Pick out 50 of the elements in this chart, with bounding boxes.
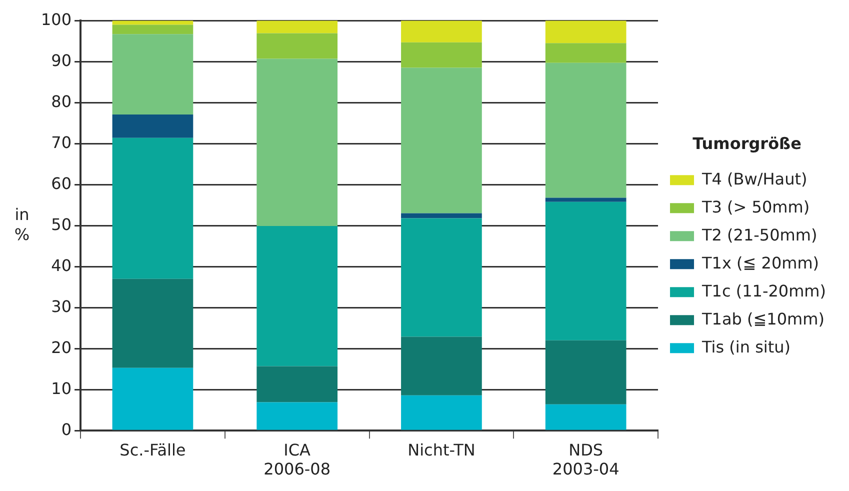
y-tick-label: 80 xyxy=(51,92,72,111)
bar xyxy=(256,402,338,430)
legend-label: T4 (Bw/Haut) xyxy=(701,169,808,188)
bar xyxy=(256,226,338,366)
legend-label: T2 (21-50mm) xyxy=(701,225,818,244)
bar xyxy=(112,114,194,138)
bar xyxy=(401,68,482,214)
y-axis-title: in % xyxy=(14,204,30,244)
bar xyxy=(112,24,194,34)
x-tick-label: Sc.-Fälle xyxy=(120,440,186,460)
bar xyxy=(401,395,482,430)
y-tick-label: 20 xyxy=(51,338,72,357)
x-tick-label: ICA 2006-08 xyxy=(264,440,331,479)
x-tick-label: NDS 2003-04 xyxy=(552,440,620,479)
bar xyxy=(401,213,482,218)
y-tick-label: 50 xyxy=(51,214,72,234)
legend-label: T1c (11-20mm) xyxy=(701,281,826,300)
bar xyxy=(545,404,626,430)
bar xyxy=(112,138,194,279)
bar xyxy=(545,202,626,340)
legend-label: T3 (> 50mm) xyxy=(701,197,810,216)
bar xyxy=(256,33,338,59)
legend-title: Tumorgröße xyxy=(692,134,802,154)
bar xyxy=(401,20,482,42)
bar xyxy=(545,198,626,202)
bar xyxy=(256,20,338,34)
bar xyxy=(256,366,338,402)
bar xyxy=(401,218,482,337)
y-tick-label: 70 xyxy=(51,132,72,152)
legend-label: Tis (in situ) xyxy=(701,337,791,356)
bar xyxy=(401,42,482,68)
y-tick-label: 0 xyxy=(61,420,72,439)
bar xyxy=(545,20,626,44)
legend-label: T1ab (≦10mm) xyxy=(701,309,824,328)
y-tick-label: 60 xyxy=(51,174,72,193)
y-tick-label: 90 xyxy=(51,50,72,70)
bar xyxy=(112,278,194,368)
bar xyxy=(112,368,194,430)
y-tick-label: 30 xyxy=(51,296,72,316)
bar xyxy=(545,340,626,404)
bar xyxy=(401,336,482,396)
y-tick-label: 100 xyxy=(40,10,72,29)
bar xyxy=(256,58,338,226)
y-tick-label: 40 xyxy=(51,256,72,275)
y-tick-label: 10 xyxy=(51,378,72,398)
x-tick-label: Nicht-TN xyxy=(408,440,476,460)
bar xyxy=(545,43,626,63)
bar xyxy=(112,34,194,114)
legend-label: T1x (≦ 20mm) xyxy=(701,253,820,272)
bar xyxy=(545,62,626,198)
